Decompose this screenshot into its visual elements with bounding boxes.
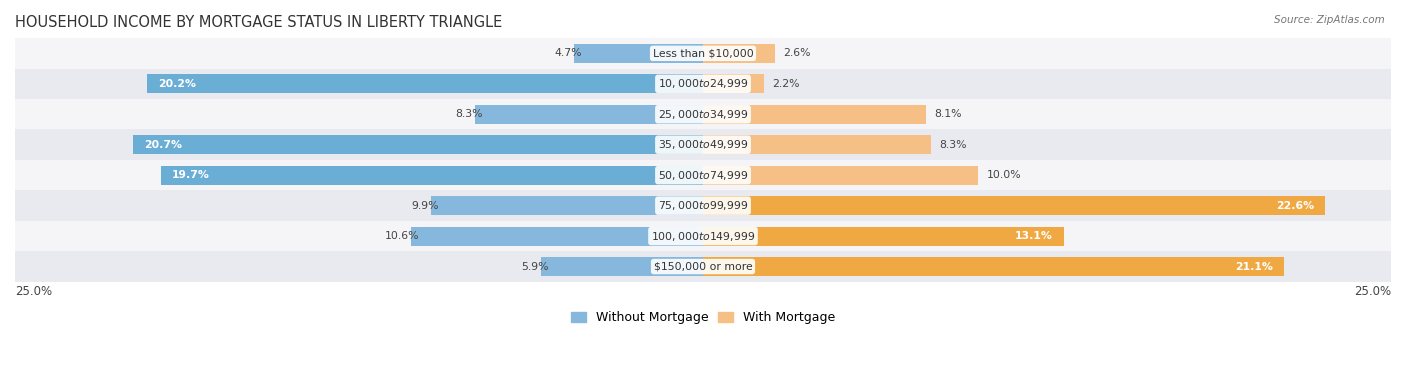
Text: 22.6%: 22.6% [1275,201,1315,211]
Text: 9.9%: 9.9% [412,201,439,211]
Bar [15,129,1391,160]
Text: 2.6%: 2.6% [783,48,810,58]
Text: 20.2%: 20.2% [157,79,195,89]
Text: $35,000 to $49,999: $35,000 to $49,999 [658,138,748,151]
Bar [703,44,775,63]
Bar [703,166,979,185]
Text: 25.0%: 25.0% [15,285,52,299]
Bar [703,105,927,124]
Text: 4.7%: 4.7% [554,48,582,58]
Bar [15,251,1391,282]
Bar [15,69,1391,99]
Bar [703,196,1324,215]
Bar [148,74,703,93]
Bar [703,135,931,154]
Bar [15,99,1391,129]
Text: $100,000 to $149,999: $100,000 to $149,999 [651,230,755,242]
Legend: Without Mortgage, With Mortgage: Without Mortgage, With Mortgage [565,306,841,329]
Bar [574,44,703,63]
Text: 2.2%: 2.2% [772,79,799,89]
Bar [703,257,1284,276]
Text: 8.3%: 8.3% [456,109,482,119]
Text: 5.9%: 5.9% [522,262,548,271]
Text: 8.1%: 8.1% [934,109,962,119]
Bar [475,105,703,124]
Bar [160,166,703,185]
Text: $25,000 to $34,999: $25,000 to $34,999 [658,108,748,121]
Text: $150,000 or more: $150,000 or more [654,262,752,271]
Text: 13.1%: 13.1% [1015,231,1053,241]
Text: HOUSEHOLD INCOME BY MORTGAGE STATUS IN LIBERTY TRIANGLE: HOUSEHOLD INCOME BY MORTGAGE STATUS IN L… [15,15,502,30]
Bar [15,190,1391,221]
Bar [541,257,703,276]
Text: 25.0%: 25.0% [1354,285,1391,299]
Bar [703,227,1063,245]
Bar [703,74,763,93]
Text: Less than $10,000: Less than $10,000 [652,48,754,58]
Text: 20.7%: 20.7% [145,140,183,150]
Text: $10,000 to $24,999: $10,000 to $24,999 [658,77,748,90]
Bar [134,135,703,154]
Text: $75,000 to $99,999: $75,000 to $99,999 [658,199,748,212]
Bar [430,196,703,215]
Bar [412,227,703,245]
Text: $50,000 to $74,999: $50,000 to $74,999 [658,169,748,182]
Text: 8.3%: 8.3% [939,140,967,150]
Bar [15,38,1391,69]
Text: 19.7%: 19.7% [172,170,209,180]
Text: Source: ZipAtlas.com: Source: ZipAtlas.com [1274,15,1385,25]
Text: 10.0%: 10.0% [987,170,1021,180]
Text: 10.6%: 10.6% [385,231,419,241]
Bar [15,160,1391,190]
Bar [15,221,1391,251]
Text: 21.1%: 21.1% [1234,262,1272,271]
